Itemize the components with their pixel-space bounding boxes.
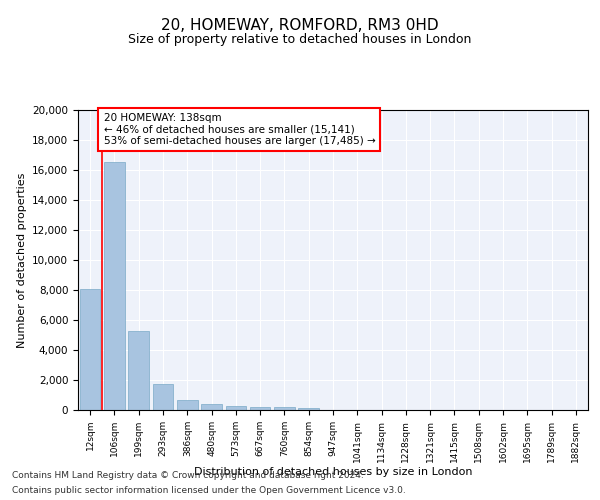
Bar — [177, 400, 197, 410]
Text: 20 HOMEWAY: 138sqm
← 46% of detached houses are smaller (15,141)
53% of semi-det: 20 HOMEWAY: 138sqm ← 46% of detached hou… — [104, 113, 375, 146]
Bar — [80, 288, 100, 410]
Bar — [298, 408, 319, 410]
Bar — [250, 407, 271, 410]
Bar — [128, 330, 149, 410]
Text: Contains public sector information licensed under the Open Government Licence v3: Contains public sector information licen… — [12, 486, 406, 495]
Bar — [104, 162, 125, 410]
Text: Contains HM Land Registry data © Crown copyright and database right 2024.: Contains HM Land Registry data © Crown c… — [12, 471, 364, 480]
Y-axis label: Number of detached properties: Number of detached properties — [17, 172, 26, 348]
Text: 20, HOMEWAY, ROMFORD, RM3 0HD: 20, HOMEWAY, ROMFORD, RM3 0HD — [161, 18, 439, 32]
Bar — [274, 408, 295, 410]
Bar — [152, 384, 173, 410]
Bar — [201, 404, 222, 410]
Text: Size of property relative to detached houses in London: Size of property relative to detached ho… — [128, 32, 472, 46]
Bar — [226, 406, 246, 410]
X-axis label: Distribution of detached houses by size in London: Distribution of detached houses by size … — [194, 468, 472, 477]
